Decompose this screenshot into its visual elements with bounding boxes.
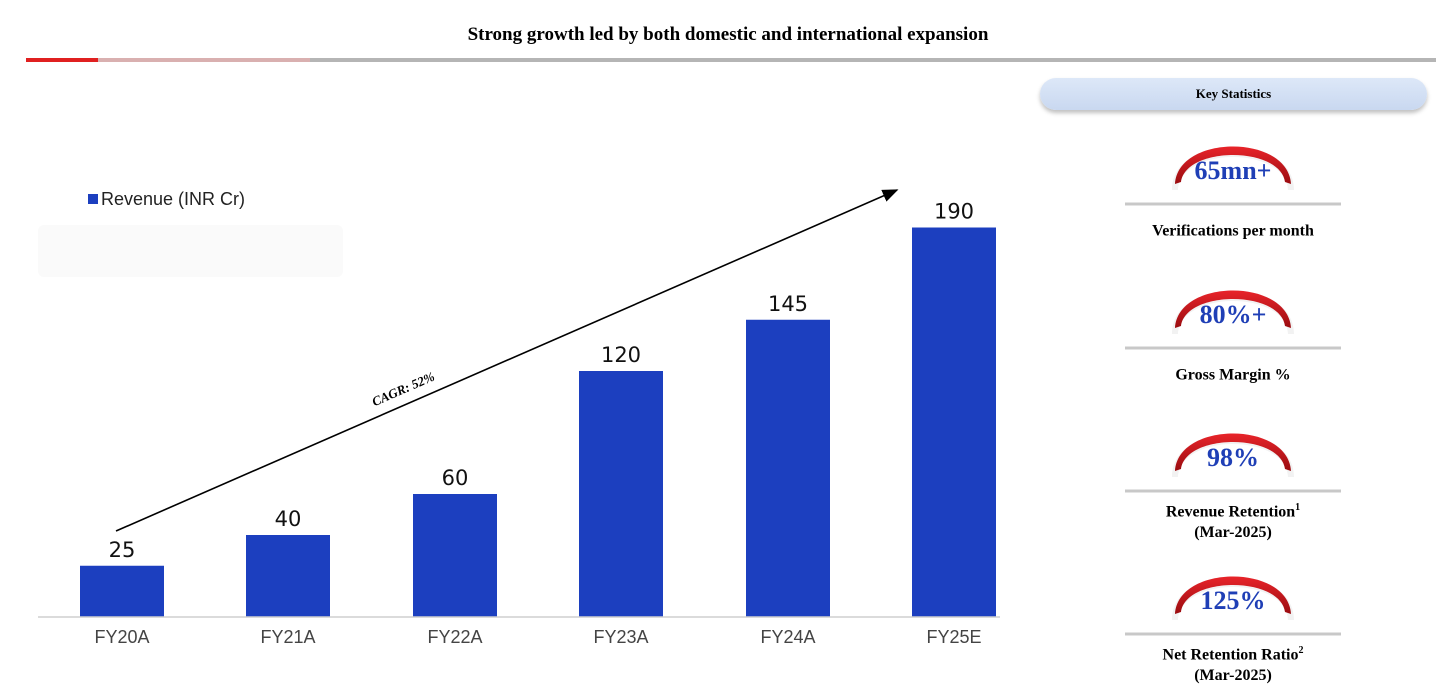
legend-label: Revenue (INR Cr): [101, 189, 245, 209]
bar-fy25e: [912, 227, 996, 617]
stat-footnote: 2: [1298, 645, 1304, 656]
page-title: Strong growth led by both domestic and i…: [467, 24, 989, 45]
x-tick-label-fy21a: FY21A: [260, 627, 315, 647]
data-label-fy24a: 145: [768, 292, 808, 316]
cagr-arrow: [115, 189, 899, 532]
stat-label: Verifications per month: [1060, 216, 1406, 241]
key-statistics-header: Key Statistics: [1040, 78, 1427, 110]
data-label-fy22a: 60: [442, 466, 469, 490]
x-tick-label-fy22a: FY22A: [427, 627, 482, 647]
stat-sublabel: (Mar-2025): [1194, 667, 1272, 685]
title-rule-red: [26, 58, 98, 62]
x-tick-label-fy24a: FY24A: [760, 627, 815, 647]
stat-sublabel: (Mar-2025): [1194, 524, 1272, 542]
data-label-fy20a: 25: [109, 538, 136, 562]
bar-fy21a: [246, 535, 330, 617]
data-label-fy25e: 190: [934, 200, 974, 224]
stat-arc-icon: [1125, 290, 1341, 350]
stat-label: Net Retention Ratio2 (Mar-2025): [1060, 640, 1406, 686]
stat-value: 65mn+: [1194, 156, 1272, 185]
legend-swatch: [88, 194, 98, 204]
chart-legend: Revenue (INR Cr): [88, 189, 245, 209]
bar-fy24a: [746, 319, 830, 617]
blurred-region: [38, 225, 343, 277]
bar-fy23a: [579, 371, 663, 617]
stat-value: 125%: [1200, 586, 1266, 615]
stat-label-text: Gross Margin %: [1175, 366, 1291, 384]
stat-value: 80%+: [1199, 300, 1267, 329]
stat-arc-icon: [1125, 433, 1341, 493]
cagr-annotation: CAGR: 52%: [370, 369, 437, 410]
stat-label-text: Verifications per month: [1152, 222, 1314, 240]
bar-fy20a: [80, 565, 164, 617]
title-rule-gray: [310, 58, 1436, 62]
stat-value: 98%: [1207, 443, 1259, 472]
x-tick-label-fy20a: FY20A: [94, 627, 149, 647]
title-rule-pink: [98, 58, 310, 62]
stat-label: Gross Margin %: [1060, 360, 1406, 385]
x-tick-label-fy23a: FY23A: [593, 627, 648, 647]
stat-arc-icon: [1125, 146, 1341, 206]
stat-label-text: Revenue Retention: [1165, 503, 1296, 521]
revenue-bar-chart: Revenue (INR Cr) 25 FY20A 40 FY21A 60 FY22A 12…: [38, 189, 1000, 647]
bar-fy22a: [413, 494, 497, 617]
stat-footnote: 1: [1295, 502, 1301, 513]
data-label-fy23a: 120: [601, 343, 641, 367]
stat-label: Revenue Retention1 (Mar-2025): [1060, 497, 1406, 543]
data-label-fy21a: 40: [275, 507, 302, 531]
x-tick-label-fy25e: FY25E: [926, 627, 981, 647]
stat-label-text: Net Retention Ratio: [1162, 646, 1299, 664]
stat-arc-icon: [1125, 576, 1341, 636]
